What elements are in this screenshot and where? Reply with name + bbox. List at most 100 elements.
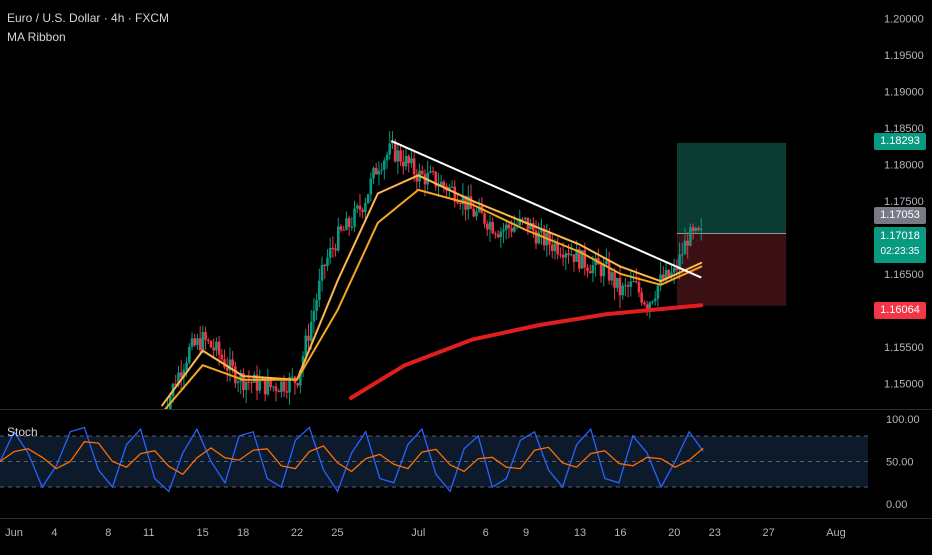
candle-body [580,250,584,269]
candle-body [450,186,454,188]
candle-body [328,247,332,258]
candle-body [277,390,281,393]
candle-body [339,226,343,230]
candle-body [212,347,215,351]
candle-body [461,195,465,204]
candle-body [320,264,324,281]
candle [615,277,619,292]
candle [361,207,364,219]
candle-body [532,223,535,231]
candle-body [225,367,229,371]
candle [258,369,262,394]
candle [680,242,684,264]
candle [377,161,381,186]
candle [485,220,489,237]
candle [345,211,348,231]
candle [353,200,356,232]
candle [629,270,633,297]
candle [318,268,321,308]
candle-body [299,370,302,386]
current-price-tag: 1.17018 02:23:35 [874,227,926,263]
candle-body [431,171,435,173]
candle [336,217,340,253]
candle [532,217,535,238]
candle [420,165,424,176]
candle [201,325,205,354]
candle-body [217,341,221,355]
ma-slow-line [164,188,703,409]
candle-body [193,338,197,346]
candle-body [266,379,270,395]
candle-body [540,228,543,233]
candle-body [198,338,202,351]
candle-body [369,178,373,195]
price-tick-label: 1.15000 [884,378,924,390]
candle-body [215,341,218,351]
candle-body [556,243,559,255]
stoch-label[interactable]: Stoch [7,425,38,439]
candle [399,145,402,167]
candle [572,254,576,272]
candle [475,206,478,221]
candle-body [396,150,400,162]
indicator-label[interactable]: MA Ribbon [7,30,66,44]
candle-body [572,254,576,262]
candle [244,380,248,403]
price-tick-label: 1.15500 [884,342,924,354]
candle [429,165,432,174]
candle-body [282,381,286,392]
candle-body [561,255,565,258]
candle-body [648,302,652,310]
candle-body [672,268,676,273]
candle [320,256,324,292]
candle [540,218,543,245]
candle-body [326,257,329,267]
candle [502,222,505,244]
candle-body [331,247,335,249]
candle [355,203,359,214]
candle [326,249,329,272]
candle-body [179,372,183,378]
candle [380,162,383,175]
candle [626,281,630,298]
candle [586,264,589,278]
candle-body [429,171,432,173]
candle [699,218,703,241]
entry-price-tag: 1.17053 [874,207,926,224]
candle-body [499,231,503,238]
candle-body [602,264,606,277]
time-tick-label: 25 [331,527,343,539]
candle-body [613,272,616,288]
candle-body [680,254,684,256]
candle [193,333,197,348]
candle-body [534,230,538,244]
candle [410,150,413,168]
candle [374,162,378,175]
stoch-tick-label: 0.00 [886,499,907,511]
candle-body [353,208,356,227]
candle [461,183,465,216]
candle-body [637,282,641,293]
stoch-k-line [0,426,704,493]
candle-body [643,302,646,305]
candle-body [415,174,419,182]
candle-body [442,181,446,187]
price-tick-label: 1.16500 [884,269,924,281]
candle-body [190,338,194,347]
candle-body [477,206,481,212]
candle-body [385,154,389,161]
candle-body [618,277,622,296]
time-tick-label: 11 [143,527,154,539]
candle-body [591,264,595,274]
candle-body [263,378,267,395]
candle-body [182,369,186,378]
price-tick-label: 1.19000 [884,86,924,98]
time-tick-label: 4 [51,527,57,539]
candle-body [334,248,337,251]
main-pane [161,130,787,409]
candle [499,227,503,248]
candle-body [537,232,541,244]
candle [610,267,614,286]
